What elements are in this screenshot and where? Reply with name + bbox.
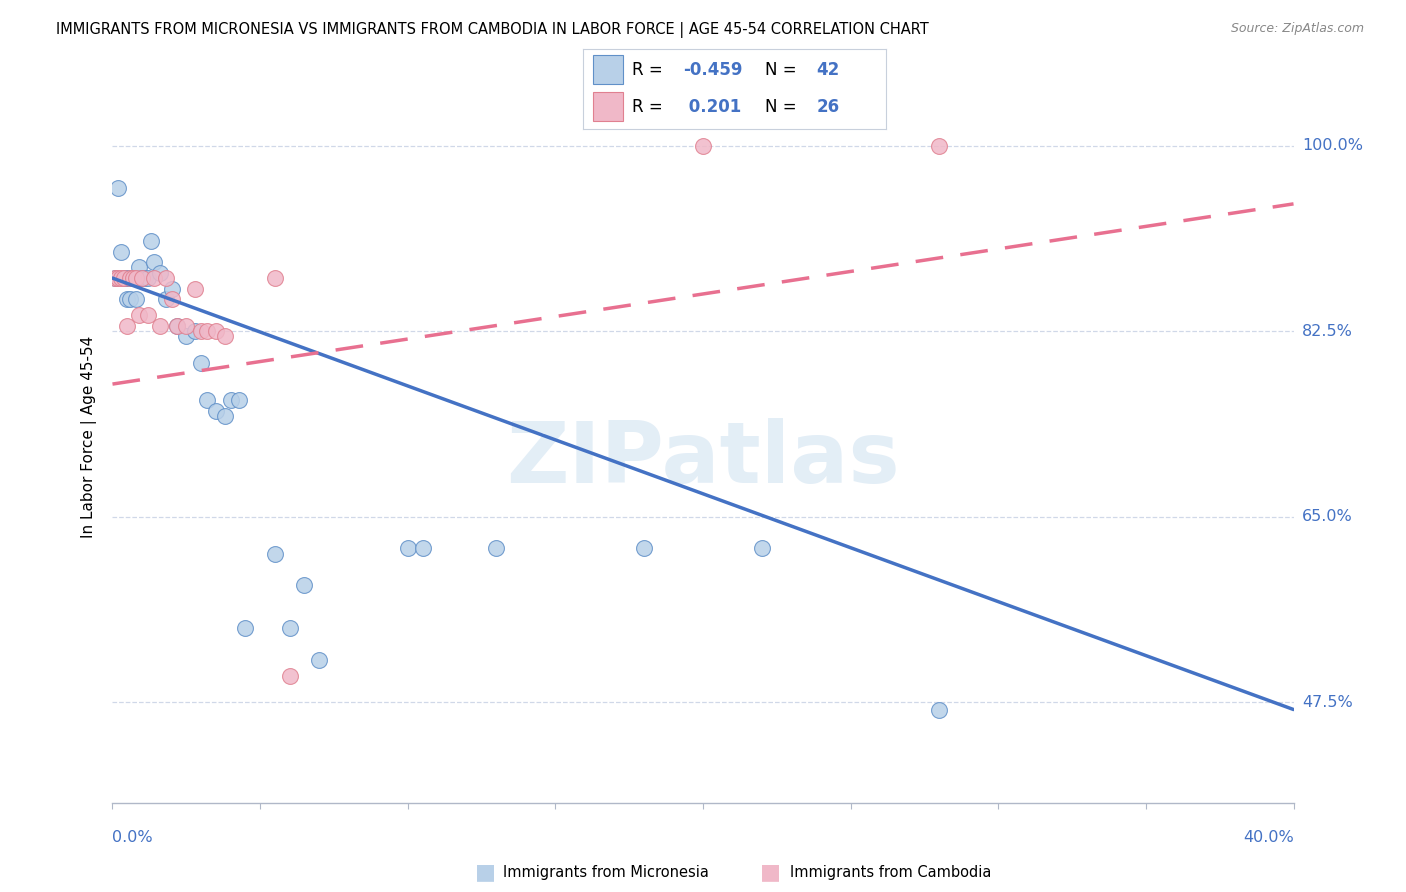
Point <box>928 138 950 153</box>
Point <box>396 541 419 556</box>
Point <box>104 271 127 285</box>
Point <box>190 324 212 338</box>
Point <box>110 244 132 259</box>
Point <box>485 541 508 556</box>
Point <box>125 271 148 285</box>
Point <box>136 308 159 322</box>
Point <box>149 266 172 280</box>
Point <box>160 282 183 296</box>
Point <box>142 255 165 269</box>
Point <box>308 653 330 667</box>
Point <box>292 578 315 592</box>
Point <box>633 541 655 556</box>
Point <box>190 356 212 370</box>
Point <box>125 271 148 285</box>
Y-axis label: In Labor Force | Age 45-54: In Labor Force | Age 45-54 <box>80 336 97 538</box>
Point <box>195 392 218 407</box>
Point <box>205 324 228 338</box>
Point <box>120 271 142 285</box>
Point <box>155 293 177 307</box>
Text: ZIPatlas: ZIPatlas <box>506 417 900 500</box>
Point <box>219 392 242 407</box>
Point <box>122 271 145 285</box>
Point <box>128 308 150 322</box>
Point <box>128 271 150 285</box>
Point <box>125 293 148 307</box>
Point <box>174 318 197 333</box>
Point <box>122 271 145 285</box>
Point <box>228 392 250 407</box>
Point <box>278 621 301 635</box>
Point <box>214 409 236 423</box>
Text: 26: 26 <box>817 98 839 116</box>
Point <box>195 324 218 338</box>
Text: ■: ■ <box>475 863 495 882</box>
Point <box>174 329 197 343</box>
Point <box>166 318 188 333</box>
Point <box>142 271 165 285</box>
Point <box>160 293 183 307</box>
Point <box>112 271 135 285</box>
Text: Immigrants from Cambodia: Immigrants from Cambodia <box>790 865 991 880</box>
Text: IMMIGRANTS FROM MICRONESIA VS IMMIGRANTS FROM CAMBODIA IN LABOR FORCE | AGE 45-5: IMMIGRANTS FROM MICRONESIA VS IMMIGRANTS… <box>56 22 929 38</box>
Text: -0.459: -0.459 <box>683 61 742 78</box>
Point <box>136 271 159 285</box>
Point <box>128 260 150 275</box>
Point <box>205 403 228 417</box>
Text: ■: ■ <box>761 863 780 882</box>
Point <box>131 271 153 285</box>
Text: 82.5%: 82.5% <box>1302 324 1353 339</box>
Text: 0.201: 0.201 <box>683 98 741 116</box>
Point <box>117 318 138 333</box>
Text: R =: R = <box>631 61 668 78</box>
Text: R =: R = <box>631 98 668 116</box>
Text: 42: 42 <box>817 61 839 78</box>
Text: 40.0%: 40.0% <box>1243 830 1294 845</box>
Point <box>166 318 188 333</box>
Point <box>751 541 773 556</box>
Bar <box>592 93 623 121</box>
Text: 47.5%: 47.5% <box>1302 695 1353 710</box>
Point <box>131 271 153 285</box>
Point <box>117 293 138 307</box>
Point <box>233 621 256 635</box>
Point <box>107 271 129 285</box>
Point <box>110 271 132 285</box>
Point <box>104 271 127 285</box>
Point <box>122 271 145 285</box>
Point <box>278 668 301 682</box>
Point <box>214 329 236 343</box>
Point <box>264 271 287 285</box>
Point <box>134 271 156 285</box>
Point <box>117 271 138 285</box>
Text: Immigrants from Micronesia: Immigrants from Micronesia <box>503 865 709 880</box>
Text: 0.0%: 0.0% <box>112 830 153 845</box>
Point <box>692 138 714 153</box>
Point <box>120 271 142 285</box>
Point <box>120 293 142 307</box>
Point <box>184 324 207 338</box>
Point <box>139 234 162 248</box>
Text: Source: ZipAtlas.com: Source: ZipAtlas.com <box>1230 22 1364 36</box>
Point <box>112 271 135 285</box>
Text: 100.0%: 100.0% <box>1302 138 1362 153</box>
Text: 65.0%: 65.0% <box>1302 509 1353 524</box>
Text: N =: N = <box>765 98 801 116</box>
Point <box>155 271 177 285</box>
Bar <box>592 55 623 85</box>
Point <box>107 181 129 195</box>
Point <box>411 541 433 556</box>
Point <box>184 282 207 296</box>
Text: N =: N = <box>765 61 801 78</box>
Point <box>264 547 287 561</box>
Point <box>928 702 950 716</box>
Point <box>149 318 172 333</box>
